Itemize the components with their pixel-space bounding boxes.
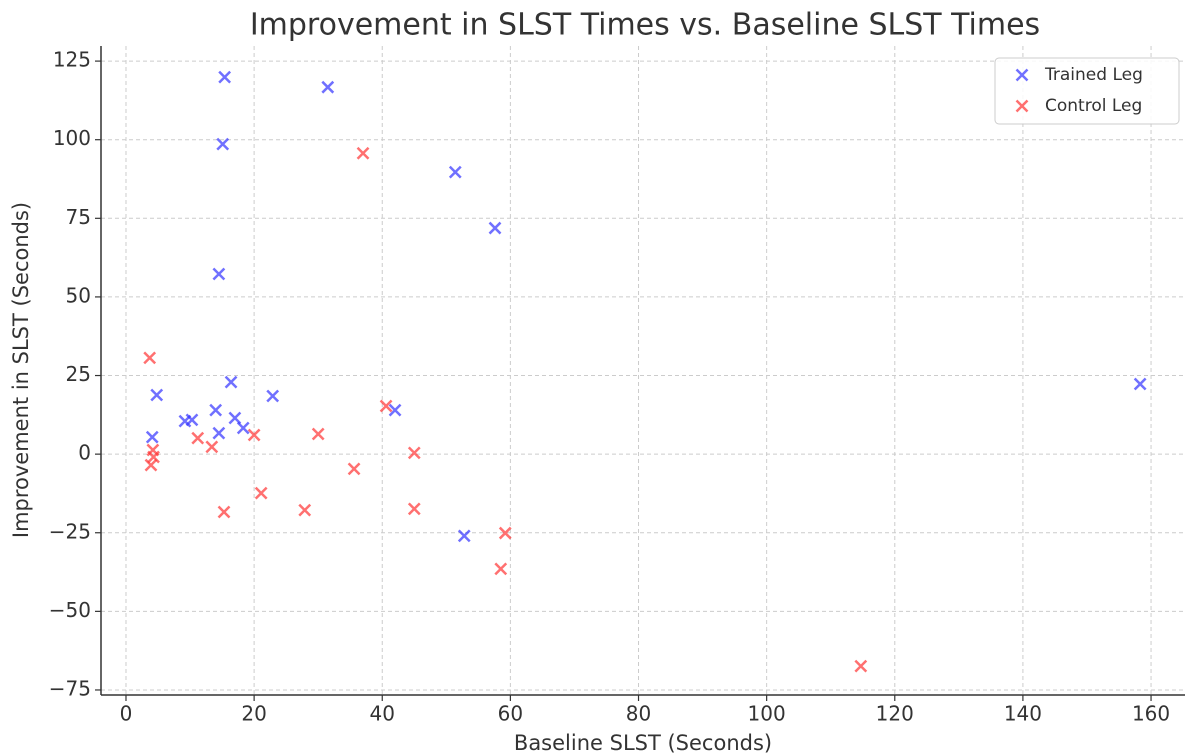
y-tick-label: −75 xyxy=(49,676,91,700)
point xyxy=(144,458,158,472)
point xyxy=(143,351,157,365)
point xyxy=(145,430,159,444)
point xyxy=(205,440,219,454)
y-tick-label: 75 xyxy=(66,205,91,229)
point xyxy=(854,659,868,673)
point xyxy=(212,267,226,281)
x-tick-label: 140 xyxy=(1004,702,1042,726)
point xyxy=(216,137,230,151)
point xyxy=(247,428,261,442)
point xyxy=(209,403,223,417)
point xyxy=(191,431,205,445)
x-tick-label: 20 xyxy=(241,702,266,726)
point xyxy=(311,427,325,441)
point xyxy=(212,426,226,440)
point xyxy=(457,529,471,543)
x-axis-label: Baseline SLST (Seconds) xyxy=(514,731,772,755)
point xyxy=(379,399,393,413)
point xyxy=(217,505,231,519)
y-tick-label: 0 xyxy=(78,441,91,465)
point xyxy=(347,462,361,476)
point xyxy=(448,165,462,179)
point xyxy=(498,526,512,540)
x-tick-label: 80 xyxy=(626,702,651,726)
point xyxy=(388,403,402,417)
y-tick-label: 125 xyxy=(53,48,91,72)
legend-label: Trained Leg xyxy=(1044,65,1143,85)
point xyxy=(266,389,280,403)
y-tick-label: −25 xyxy=(49,519,91,543)
y-tick-label: 100 xyxy=(53,126,91,150)
y-tick-label: −50 xyxy=(49,598,91,622)
x-tick-label: 120 xyxy=(876,702,914,726)
point xyxy=(321,80,335,94)
point xyxy=(488,221,502,235)
x-tick-label: 100 xyxy=(748,702,786,726)
point xyxy=(298,503,312,517)
point xyxy=(1133,377,1147,391)
point xyxy=(407,446,421,460)
y-axis-label: Improvement in SLST (Seconds) xyxy=(9,202,33,538)
chart-title: Improvement in SLST Times vs. Baseline S… xyxy=(250,8,1040,43)
x-tick-label: 0 xyxy=(120,702,133,726)
point xyxy=(254,486,268,500)
legend-marker xyxy=(1015,99,1029,113)
legend-marker xyxy=(1015,68,1029,82)
y-tick-label: 50 xyxy=(66,283,91,307)
x-tick-label: 160 xyxy=(1132,702,1170,726)
point xyxy=(356,146,370,160)
point xyxy=(228,411,242,425)
x-tick-label: 60 xyxy=(498,702,523,726)
point xyxy=(224,375,238,389)
point xyxy=(407,502,421,516)
y-tick-label: 25 xyxy=(66,362,91,386)
point xyxy=(218,70,232,84)
point xyxy=(236,421,250,435)
x-tick-label: 40 xyxy=(370,702,395,726)
point xyxy=(150,388,164,402)
point xyxy=(185,413,199,427)
legend-box xyxy=(994,57,1180,125)
legend-label: Control Leg xyxy=(1045,96,1142,116)
point xyxy=(494,562,508,576)
